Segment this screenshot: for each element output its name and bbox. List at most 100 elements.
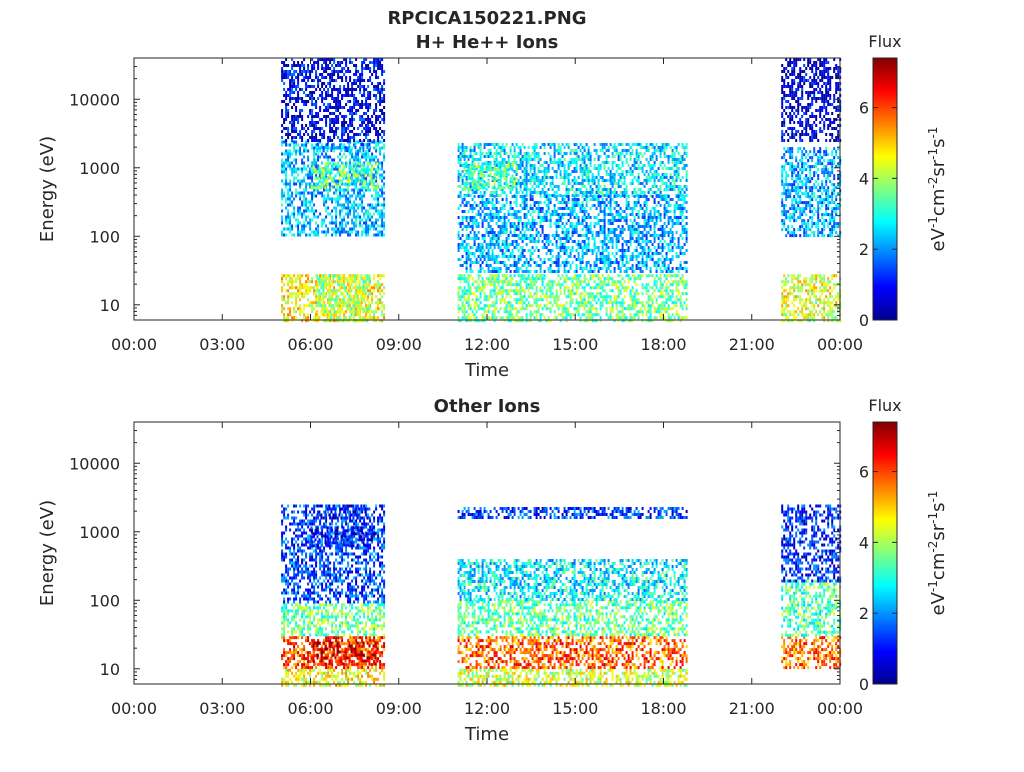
heatmap-cell xyxy=(644,164,646,167)
heatmap-cell xyxy=(472,158,474,161)
heatmap-cell xyxy=(801,310,803,313)
heatmap-cell xyxy=(576,158,578,161)
heatmap-cell xyxy=(819,274,821,277)
heatmap-cell xyxy=(476,310,478,313)
heatmap-cell xyxy=(353,222,355,225)
heatmap-cell xyxy=(462,146,464,149)
heatmap-cell xyxy=(510,307,512,310)
heatmap-cell xyxy=(371,292,373,295)
heatmap-cell xyxy=(478,304,480,307)
heatmap-cell xyxy=(781,201,783,204)
heatmap-cell xyxy=(636,143,638,146)
heatmap-cell xyxy=(324,146,326,149)
heatmap-cell xyxy=(682,304,684,307)
heatmap-cell xyxy=(504,280,506,283)
heatmap-cell xyxy=(817,183,819,186)
heatmap-cell xyxy=(360,304,362,307)
heatmap-cell xyxy=(358,286,360,289)
heatmap-cell xyxy=(366,274,368,277)
heatmap-cell xyxy=(821,180,823,183)
heatmap-cell xyxy=(530,292,532,295)
heatmap-cell xyxy=(568,143,570,146)
heatmap-cell xyxy=(289,295,291,298)
heatmap-cell xyxy=(680,191,682,194)
heatmap-cell xyxy=(522,164,524,167)
heatmap-cell xyxy=(552,179,554,182)
heatmap-cell xyxy=(584,313,586,316)
heatmap-cell xyxy=(797,201,799,204)
heatmap-cell xyxy=(558,298,560,301)
heatmap-cell xyxy=(572,301,574,304)
heatmap-cell xyxy=(554,161,556,164)
heatmap-cell xyxy=(781,213,783,216)
heatmap-cell xyxy=(361,234,363,237)
heatmap-cell xyxy=(383,177,385,180)
heatmap-cell xyxy=(381,225,383,228)
heatmap-cell xyxy=(616,152,618,155)
heatmap-cell xyxy=(500,165,502,168)
heatmap-cell xyxy=(558,167,560,170)
heatmap-cell xyxy=(362,143,364,146)
heatmap-cell xyxy=(799,174,801,177)
heatmap-cell xyxy=(550,280,552,283)
heatmap-cell xyxy=(339,210,341,213)
heatmap-cell xyxy=(484,283,486,286)
heatmap-cell xyxy=(520,161,522,164)
heatmap-cell xyxy=(329,156,331,159)
heatmap-cell xyxy=(801,168,803,171)
heatmap-cell xyxy=(827,304,829,307)
heatmap-cell xyxy=(323,156,325,159)
heatmap-cell xyxy=(466,310,468,313)
heatmap-cell xyxy=(805,204,807,207)
heatmap-cell xyxy=(355,280,357,283)
heatmap-cell xyxy=(592,188,594,191)
heatmap-cell xyxy=(558,143,560,146)
heatmap-cell xyxy=(550,286,552,289)
heatmap-cell xyxy=(602,295,604,298)
heatmap-cell xyxy=(684,292,686,295)
heatmap-cell xyxy=(586,188,588,191)
heatmap-cell xyxy=(532,176,534,179)
heatmap-cell xyxy=(381,147,383,150)
heatmap-cell xyxy=(520,292,522,295)
heatmap-cell xyxy=(362,149,364,152)
heatmap-cell xyxy=(644,191,646,194)
heatmap-cell xyxy=(620,143,622,146)
heatmap-cell xyxy=(516,310,518,313)
heatmap-cell xyxy=(281,216,283,219)
heatmap-cell xyxy=(578,194,580,197)
heatmap-cell xyxy=(596,152,598,155)
heatmap-cell xyxy=(490,161,492,164)
heatmap-cell xyxy=(313,147,315,150)
heatmap-cell xyxy=(281,289,283,292)
heatmap-cell xyxy=(486,277,488,280)
heatmap-cell xyxy=(373,213,375,216)
heatmap-cell xyxy=(524,277,526,280)
heatmap-cell xyxy=(584,170,586,173)
heatmap-cell xyxy=(817,228,819,231)
heatmap-cell xyxy=(676,280,678,283)
heatmap-cell xyxy=(811,304,813,307)
heatmap-cell xyxy=(662,161,664,164)
heatmap-cell xyxy=(478,289,480,292)
heatmap-cell xyxy=(644,179,646,182)
heatmap-cell xyxy=(510,191,512,194)
heatmap-cell xyxy=(303,180,305,183)
heatmap-cell xyxy=(666,277,668,280)
heatmap-cell xyxy=(482,277,484,280)
heatmap-cell xyxy=(805,231,807,234)
heatmap-cell xyxy=(303,192,305,195)
heatmap-cell xyxy=(805,207,807,210)
heatmap-cell xyxy=(303,201,305,204)
heatmap-cell xyxy=(608,149,610,152)
heatmap-cell xyxy=(676,173,678,176)
heatmap-cell xyxy=(819,295,821,298)
heatmap-cell xyxy=(496,280,498,283)
heatmap-cell xyxy=(494,304,496,307)
heatmap-cell xyxy=(636,292,638,295)
heatmap-cell xyxy=(492,277,494,280)
heatmap-cell xyxy=(520,316,522,319)
heatmap-cell xyxy=(686,307,688,310)
heatmap-cell xyxy=(678,167,680,170)
heatmap-cell xyxy=(379,231,381,234)
